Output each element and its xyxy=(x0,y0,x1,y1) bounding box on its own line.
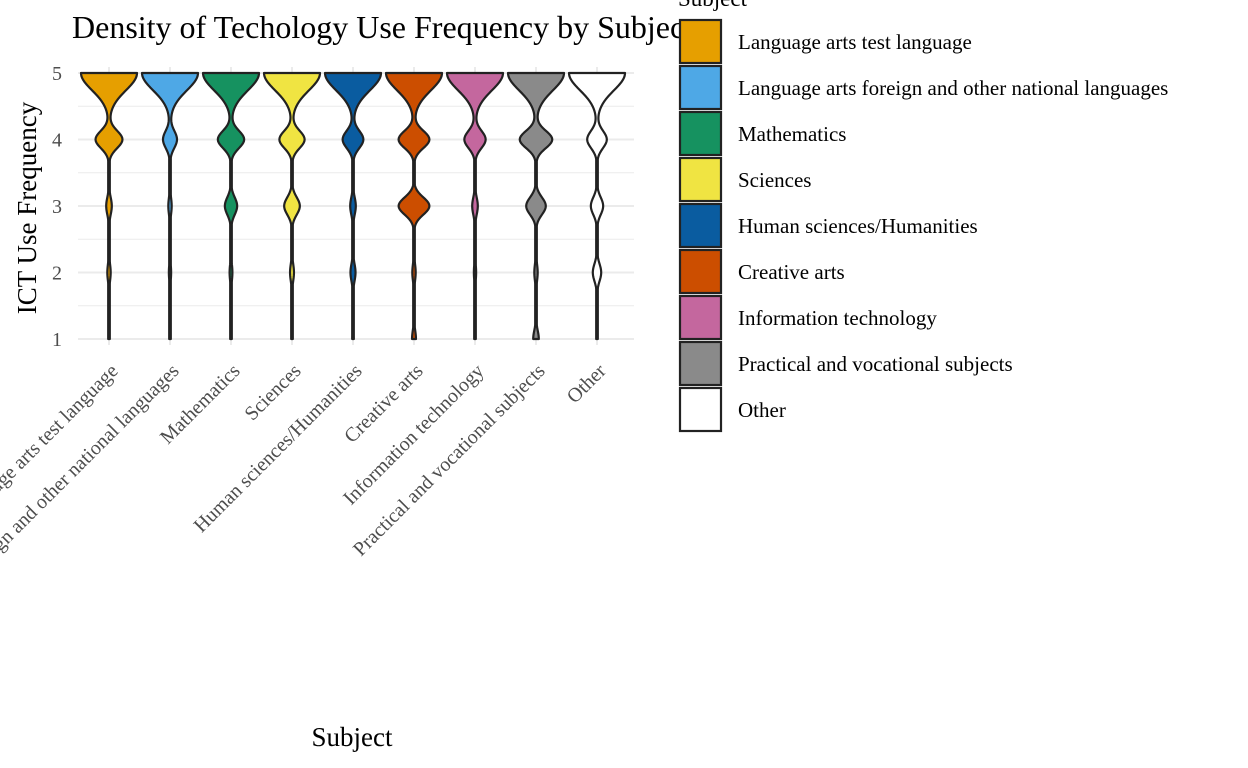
violin-1 xyxy=(79,71,139,341)
legend-label: Information technology xyxy=(738,306,937,330)
legend-label: Other xyxy=(738,398,786,422)
legend-label: Practical and vocational subjects xyxy=(738,352,1013,376)
legend-label: Human sciences/Humanities xyxy=(738,214,978,238)
y-tick-label: 3 xyxy=(52,196,62,218)
legend-label: Sciences xyxy=(738,168,811,192)
violin-5 xyxy=(323,71,383,341)
legend-swatch xyxy=(678,18,723,65)
violin-3 xyxy=(201,71,261,341)
legend-label: Mathematics xyxy=(738,122,846,146)
legend-label: Language arts test language xyxy=(738,30,972,54)
violin-8 xyxy=(506,71,566,341)
chart-legend: Subject Language arts test language Langu… xyxy=(678,0,1168,433)
y-tick-label: 2 xyxy=(52,263,62,285)
legend-swatch xyxy=(678,156,723,203)
legend-swatch xyxy=(678,340,723,387)
legend-title: Subject xyxy=(678,0,748,11)
legend-label: Language arts foreign and other national… xyxy=(738,76,1168,100)
legend-swatch xyxy=(678,386,723,433)
legend-swatch xyxy=(678,294,723,341)
violin-9 xyxy=(567,71,627,341)
legend-swatch xyxy=(678,248,723,295)
violin-2 xyxy=(140,71,200,341)
legend-swatch xyxy=(678,110,723,157)
x-tick-label: Other xyxy=(563,360,611,408)
violin-6 xyxy=(384,71,444,341)
y-tick-label: 1 xyxy=(52,329,62,351)
legend-swatch xyxy=(678,64,723,111)
x-axis-label: Subject xyxy=(312,722,393,752)
chart-title: Density of Techology Use Frequency by Su… xyxy=(72,9,693,45)
violin-7 xyxy=(445,71,505,341)
y-tick-label: 4 xyxy=(52,130,62,152)
legend-label: Creative arts xyxy=(738,260,845,284)
y-axis-label: ICT Use Frequency xyxy=(12,101,42,314)
legend-swatch xyxy=(678,202,723,249)
y-axis-tick-labels: 1 2 3 4 5 xyxy=(52,63,62,351)
violin-series-group xyxy=(79,71,627,341)
violin-4 xyxy=(262,71,322,341)
y-tick-label: 5 xyxy=(52,63,62,85)
